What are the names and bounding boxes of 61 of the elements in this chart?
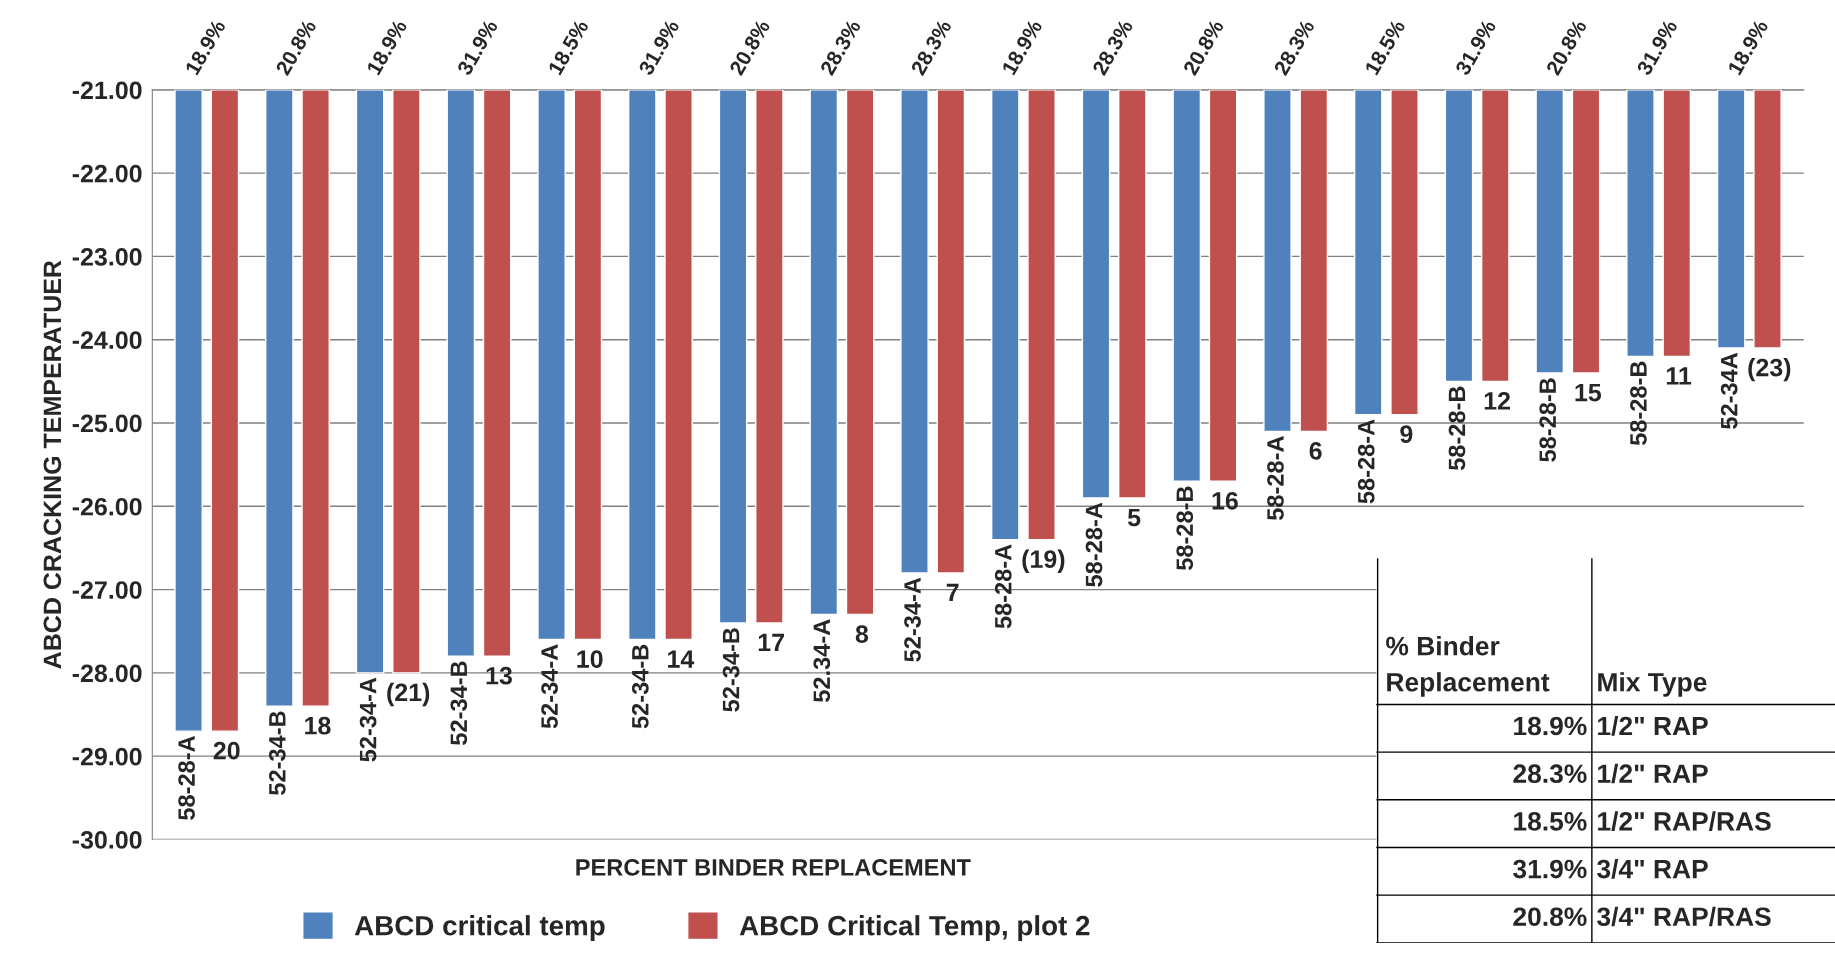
y-tick-label: -25.00 [72,414,142,433]
y-tick-label: -24.00 [72,331,142,350]
text: 3/4" RAP [1597,859,1708,879]
annotation: 18.5% [1514,812,1587,831]
text: 31.9% [1513,859,1587,879]
annotation: 58-28-A [1267,436,1284,521]
annotation: 20 [213,741,240,760]
annotation: % Binder Replacement [1386,636,1550,697]
legend-label: ABCD Critical Temp, plot 2 [739,915,1090,941]
annotation: 13 [486,666,512,685]
text: 3/4" RAP/RAS [1597,906,1771,927]
annotation: 52.34-A [813,619,831,702]
annotation: 18 [305,716,331,735]
annotation: 5 [1127,508,1141,527]
y-tick-label: -26.00 [72,497,142,516]
annotation: 52-34A [1720,352,1738,429]
annotation: 58-28-B [1176,486,1194,571]
y-tick-label: -29.00 [72,747,142,766]
annotation: 52-34-B [631,644,649,729]
text: 20.8% [1513,907,1587,927]
annotation: 6 [1309,441,1322,460]
annotation: (21) [387,682,430,707]
annotation: 52-34-A [541,644,558,729]
annotation: 16 [1212,491,1238,510]
annotation: 58-28-A [178,735,195,820]
y-tick-label: -28.00 [72,664,142,683]
annotation: 1/2" RAP [1598,715,1708,736]
y-tick-label: -27.00 [72,581,142,599]
annotation: 1/2" RAP/RAS [1598,811,1771,831]
annotation: 58-28-B [1539,378,1557,462]
annotation: 52-34-A [359,677,377,762]
annotation: 8 [855,625,869,643]
annotation: 9 [1400,425,1413,444]
annotation: 15 [1575,383,1602,402]
annotation: 11 [1666,367,1692,385]
annotation: 58-28-B [1448,386,1466,471]
annotation: 1/2" RAP [1598,763,1708,784]
y-tick-label: -22.00 [72,164,142,183]
annotation: 52-34-B [268,711,286,795]
annotation: 58-28-A [1357,419,1375,504]
annotation: 17 [758,633,784,652]
annotation: Mix Type [1598,672,1707,697]
y-tick-label: -30.00 [72,831,142,849]
annotation: 58-28-A [1085,502,1103,587]
annotation: 58-28-A [994,544,1012,629]
annotation: 10 [577,650,603,668]
annotation: 14 [668,650,695,668]
y-tick-label: -23.00 [72,248,142,266]
annotation: 28.3% [1513,764,1587,784]
annotation: 52-34-A [904,577,921,662]
annotation: 58-28-B [1630,361,1647,446]
annotation: 52-34-B [450,661,468,745]
annotation: 12 [1484,392,1510,410]
annotation: 52-34-B [722,628,740,712]
annotation: (19) [1022,549,1065,573]
y-axis-title: ABCD CRACKING TEMPERATUER [43,260,62,669]
legend-label: ABCD critical temp [354,915,605,941]
annotation: 18.9% [1514,716,1587,736]
x-axis-title: PERCENT BINDER REPLACEMENT [576,859,971,876]
y-tick-label: -21.00 [72,81,142,100]
annotation: (23) [1748,358,1791,382]
